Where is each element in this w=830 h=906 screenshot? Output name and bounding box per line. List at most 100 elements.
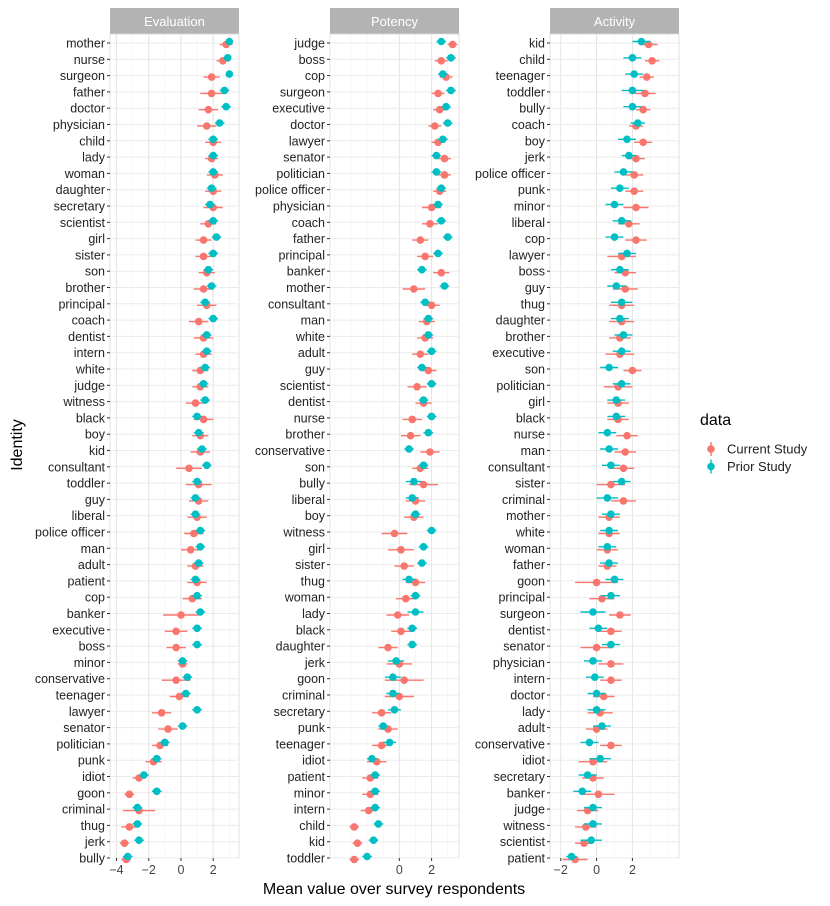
category-label: scientist [280, 379, 326, 393]
category-label: scientist [60, 216, 106, 230]
data-point [207, 282, 216, 290]
x-tick-label: −2 [142, 863, 156, 877]
data-point [209, 249, 217, 258]
data-point [592, 706, 601, 714]
data-point [603, 543, 612, 551]
data-point [583, 771, 592, 779]
data-point [199, 252, 208, 261]
data-point [619, 497, 628, 505]
data-point [612, 412, 621, 421]
category-label: patient [67, 574, 105, 588]
category-label: guy [305, 363, 326, 377]
data-point [408, 640, 417, 649]
data-point [204, 265, 213, 274]
data-point [209, 217, 217, 225]
data-point [201, 396, 209, 404]
data-point [421, 252, 429, 261]
data-point [612, 282, 621, 290]
data-point [191, 510, 200, 518]
category-label: boy [305, 509, 326, 523]
data-point [413, 383, 421, 391]
legend-label: Prior Study [727, 459, 792, 474]
category-label: banker [67, 607, 105, 621]
data-point [589, 803, 597, 812]
data-point [371, 787, 379, 796]
category-label: girl [528, 395, 545, 409]
facet-potency: Potency 0 2 judge boss cop surgeon executive doc… [255, 8, 460, 877]
data-point [193, 591, 201, 600]
data-point [589, 608, 597, 616]
data-point [177, 611, 185, 619]
data-point [426, 220, 434, 228]
category-label: liberal [72, 509, 105, 523]
category-label: idiot [82, 770, 105, 784]
category-label: kid [89, 444, 105, 458]
category-label: lawyer [289, 134, 325, 148]
data-point [567, 852, 576, 861]
data-point [401, 594, 410, 603]
data-point [363, 852, 371, 861]
data-point [209, 314, 217, 323]
category-label: son [85, 265, 105, 279]
data-point [204, 105, 213, 114]
category-label: teenager [276, 737, 325, 751]
data-point [225, 37, 234, 46]
data-point [400, 676, 408, 684]
data-point [435, 105, 444, 114]
data-point [194, 559, 203, 567]
category-label: nurse [514, 428, 545, 442]
category-label: idiot [522, 754, 545, 768]
data-point [440, 154, 449, 163]
data-point [406, 431, 415, 440]
category-label: police officer [475, 167, 545, 181]
category-label: mother [66, 37, 105, 51]
x-tick-label: 2 [428, 863, 435, 877]
data-point [443, 233, 452, 241]
data-point [610, 233, 619, 241]
category-label: secretary [274, 705, 326, 719]
data-point [637, 37, 646, 46]
data-point [599, 692, 608, 701]
category-label: judge [293, 37, 325, 51]
data-point [172, 643, 180, 652]
category-label: boss [299, 53, 325, 67]
y-axis-title: Identity [9, 419, 26, 471]
category-label: guy [525, 281, 546, 295]
data-point [603, 494, 612, 502]
data-point [178, 657, 187, 665]
facet-strip [110, 8, 239, 34]
category-label: girl [308, 542, 325, 556]
data-point [190, 529, 198, 538]
data-point [157, 709, 166, 717]
category-label: lady [522, 705, 546, 719]
data-point [607, 461, 615, 470]
data-point [419, 480, 428, 489]
data-point [424, 428, 433, 437]
data-point [427, 347, 436, 356]
category-label: witness [282, 526, 325, 540]
facet-evaluation: Evaluation −4 −2 0 2 mother nurse surgeon father… [35, 8, 240, 877]
category-label: white [515, 526, 545, 540]
category-label: lawyer [509, 248, 545, 262]
category-label: consultant [48, 460, 106, 474]
category-label: criminal [282, 689, 325, 703]
data-point [592, 689, 601, 698]
category-label: son [525, 363, 545, 377]
data-point [202, 331, 211, 339]
data-point [191, 575, 200, 584]
category-label: punk [298, 721, 326, 735]
data-point [434, 89, 442, 98]
category-label: politician [276, 167, 325, 181]
category-label: goon [517, 574, 545, 588]
category-label: coach [292, 216, 325, 230]
data-point [193, 477, 201, 486]
data-point [410, 285, 418, 293]
data-point [140, 771, 148, 779]
data-point [193, 640, 201, 649]
data-point [201, 298, 209, 307]
data-point [135, 836, 143, 844]
data-point [392, 657, 400, 665]
data-point [628, 102, 637, 111]
data-point [592, 643, 601, 652]
